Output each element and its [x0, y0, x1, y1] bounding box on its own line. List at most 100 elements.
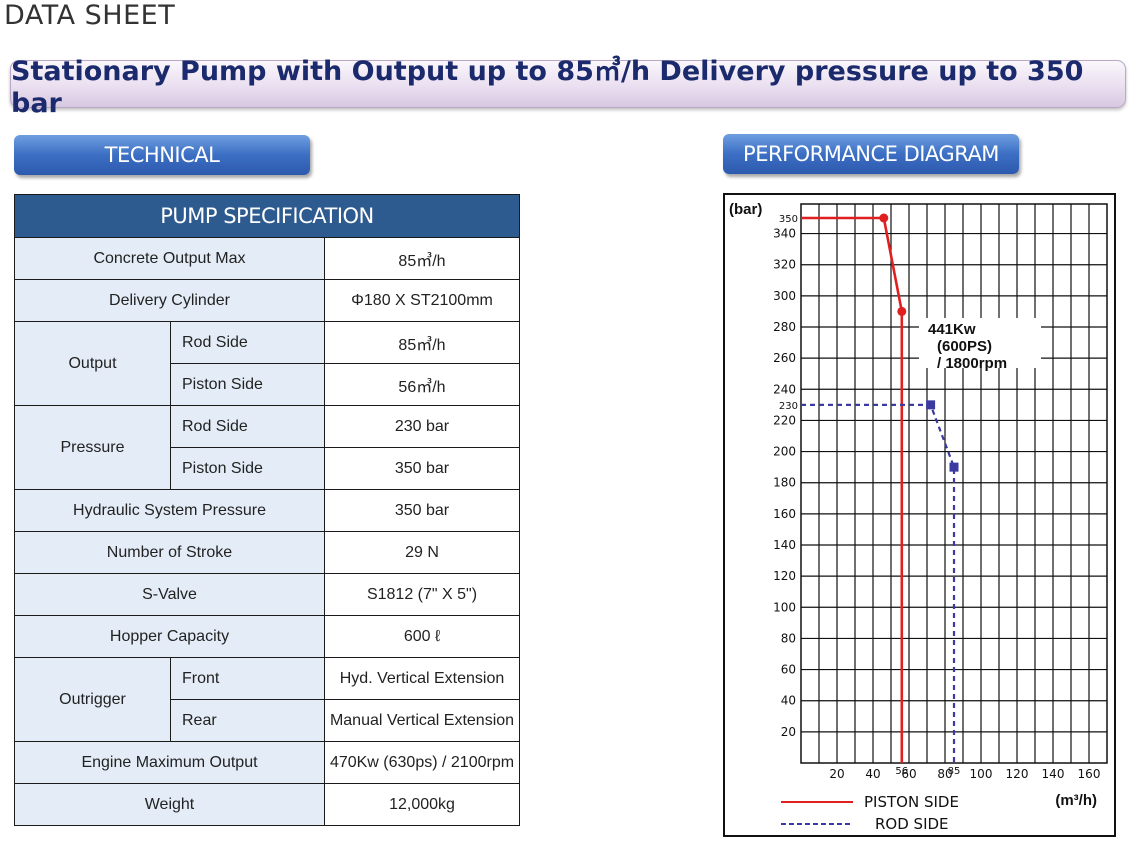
performance-chart: 20 40 60 80 100 120 140 160 180 200 220 240 260 280 30… [729, 201, 1108, 833]
x-tick-label: 60 [901, 767, 916, 781]
table-header: PUMP SPECIFICATION [14, 194, 520, 238]
legend-label: PISTON SIDE [864, 793, 959, 811]
page-header: DATA SHEET [4, 0, 176, 31]
sub-label: Front [170, 657, 325, 700]
row-value: 85㎥/h [324, 321, 520, 364]
row-value: S1812 (7" X 5") [324, 573, 520, 616]
table-row: S-Valve S1812 (7" X 5") [14, 573, 520, 616]
y-tick-label: 180 [773, 476, 796, 490]
pump-specification-table: PUMP SPECIFICATION Concrete Output Max 8… [14, 194, 520, 826]
row-label: S-Valve [14, 573, 325, 616]
sub-label: Piston Side [170, 363, 325, 406]
x-tick-label: 20 [829, 767, 844, 781]
y-tick-label: 80 [781, 631, 796, 645]
row-value: 350 bar [324, 489, 520, 532]
row-value: 85㎥/h [324, 237, 520, 280]
banner-title: Stationary Pump with Output up to 85㎥/h … [11, 56, 1084, 119]
piston-side-line [801, 216, 904, 763]
y-tick-label: 240 [773, 382, 796, 396]
tab-performance-label: PERFORMANCE DIAGRAM [743, 142, 999, 166]
row-value: 12,000kg [324, 783, 520, 826]
x-tick-label: 140 [1042, 767, 1065, 781]
table-row: Hydraulic System Pressure 350 bar [14, 489, 520, 532]
row-value: 29 N [324, 531, 520, 574]
group-label: Pressure [14, 405, 171, 490]
annotation-text: (600PS) [937, 338, 992, 355]
row-label: Hopper Capacity [14, 615, 325, 658]
row-label: Delivery Cylinder [14, 279, 325, 322]
table-header-row: PUMP SPECIFICATION [14, 194, 520, 238]
y-tick-label: 230 [779, 401, 798, 412]
sub-label: Piston Side [170, 447, 325, 490]
y-tick-label: 350 [779, 214, 798, 225]
y-tick-label: 120 [773, 569, 796, 583]
x-tick-label: 56 [895, 766, 908, 777]
rod-side-marker [926, 400, 936, 410]
tab-technical[interactable]: TECHNICAL [14, 135, 310, 175]
group-label: Outrigger [14, 657, 171, 742]
x-axis-label: (m³/h) [1055, 792, 1097, 809]
x-tick-label: 80 [937, 767, 952, 781]
rod-side-line [801, 403, 956, 763]
y-tick-label: 280 [773, 320, 796, 334]
row-value: Manual Vertical Extension [324, 699, 520, 742]
title-banner: Stationary Pump with Output up to 85㎥/h … [10, 56, 1126, 119]
table-row: Piston Side 56㎥/h [15, 363, 520, 406]
tab-technical-label: TECHNICAL [104, 143, 220, 167]
group-label: Output [14, 321, 171, 406]
table-row: Engine Maximum Output 470Kw (630ps) / 21… [14, 741, 520, 784]
row-value: 56㎥/h [324, 363, 520, 406]
y-tick-label: 40 [781, 694, 796, 708]
table-row: Delivery Cylinder Φ180 X ST2100mm [14, 279, 520, 322]
row-label: Number of Stroke [14, 531, 325, 574]
table-row: Rear Manual Vertical Extension [15, 699, 520, 742]
piston-side-marker [897, 306, 907, 316]
rod-side-marker [949, 462, 959, 472]
annotation-text: / 1800rpm [937, 355, 1007, 372]
y-tick-label: 100 [773, 600, 796, 614]
row-label: Concrete Output Max [14, 237, 325, 280]
annotation-text: 441Kw [928, 321, 976, 338]
plot-frame [800, 203, 1108, 764]
sub-label: Rod Side [170, 405, 325, 448]
row-value: Φ180 X ST2100mm [324, 279, 520, 322]
y-tick-label: 340 [773, 227, 796, 241]
table-row: Hopper Capacity 600 ℓ [14, 615, 520, 658]
performance-diagram: 20 40 60 80 100 120 140 160 180 200 220 240 260 280 30… [723, 193, 1116, 837]
y-tick-label: 300 [773, 289, 796, 303]
row-value: 230 bar [324, 405, 520, 448]
table-row: Output Rod Side 85㎥/h [14, 321, 520, 406]
sub-label: Rod Side [170, 321, 325, 364]
legend-label: ROD SIDE [875, 815, 949, 833]
row-value: 470Kw (630ps) / 2100rpm [324, 741, 520, 784]
y-tick-label: 140 [773, 538, 796, 552]
row-label: Weight [14, 783, 325, 826]
tab-performance-diagram[interactable]: PERFORMANCE DIAGRAM [723, 134, 1019, 174]
y-tick-label: 260 [773, 351, 796, 365]
table-row: Pressure Rod Side 230 bar [14, 405, 520, 490]
y-tick-label: 320 [773, 258, 796, 272]
y-tick-label: 160 [773, 507, 796, 521]
x-tick-label: 160 [1078, 767, 1101, 781]
y-tick-label: 60 [781, 663, 796, 677]
x-tick-label: 85 [948, 766, 961, 777]
x-tick-label: 100 [970, 767, 993, 781]
y-tick-label: 220 [773, 413, 796, 427]
y-tick-label: 200 [773, 445, 796, 459]
table-row: Piston Side 350 bar [15, 447, 520, 490]
y-axis-label: (bar) [729, 201, 762, 218]
row-value: 350 bar [324, 447, 520, 490]
annotation-box [919, 318, 1041, 368]
table-row: Weight 12,000kg [14, 783, 520, 826]
row-value: Hyd. Vertical Extension [324, 657, 520, 700]
x-tick-label: 40 [865, 767, 880, 781]
row-label: Hydraulic System Pressure [14, 489, 325, 532]
row-value: 600 ℓ [324, 615, 520, 658]
table-row: Number of Stroke 29 N [14, 531, 520, 574]
sub-label: Rear [170, 699, 325, 742]
x-tick-label: 120 [1006, 767, 1029, 781]
piston-side-marker [879, 213, 889, 223]
table-row: Concrete Output Max 85㎥/h [14, 237, 520, 280]
table-row: Outrigger Front Hyd. Vertical Extension [14, 657, 520, 742]
row-label: Engine Maximum Output [14, 741, 325, 784]
